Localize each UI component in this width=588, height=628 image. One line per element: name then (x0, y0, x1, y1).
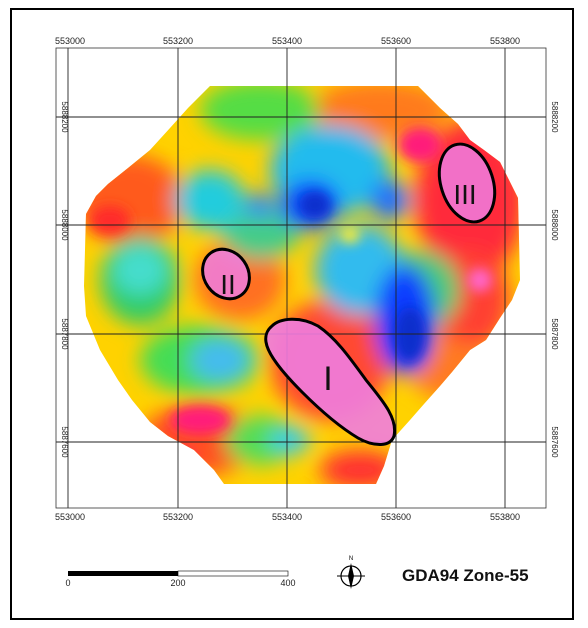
northing-labels-right: 5888200 5888000 5887800 5887600 (550, 101, 559, 458)
north-label: N (349, 556, 353, 562)
northing-label: 5887800 (550, 318, 559, 350)
easting-label: 553400 (272, 36, 302, 46)
northing-label: 5888200 (550, 101, 559, 133)
anomaly-raster (84, 86, 520, 484)
zone-ii-label: II (220, 269, 236, 300)
target-zones: I II III (201, 142, 497, 446)
scale-label: 200 (170, 578, 185, 588)
easting-label: 553000 (55, 512, 85, 522)
easting-label: 553800 (490, 512, 520, 522)
northing-label: 5888000 (550, 209, 559, 241)
easting-label: 553800 (490, 36, 520, 46)
easting-label: 553200 (163, 36, 193, 46)
easting-labels-bottom: 553000 553200 553400 553600 553800 (55, 512, 520, 522)
northing-label: 5887600 (550, 426, 559, 458)
scale-label: 0 (65, 578, 70, 588)
easting-label: 553600 (381, 512, 411, 522)
northing-label: 5887800 (60, 318, 69, 350)
easting-label: 553200 (163, 512, 193, 522)
northing-label: 5887600 (60, 426, 69, 458)
coordinate-grid (55, 47, 547, 509)
zone-iii-outline (437, 142, 497, 224)
zone-i-outline (264, 317, 397, 446)
northing-labels-left: 5888200 5888000 5887800 5887600 (60, 101, 69, 458)
north-arrow-icon: N (337, 556, 365, 589)
easting-label: 553400 (272, 512, 302, 522)
zone-i-label: I (323, 360, 332, 398)
easting-label: 553600 (381, 36, 411, 46)
scale-label: 400 (280, 578, 295, 588)
northing-label: 5888000 (60, 209, 69, 241)
projection-label: GDA94 Zone-55 (402, 566, 529, 585)
zone-iii-label: III (453, 179, 476, 210)
zone-ii-outline (201, 247, 251, 301)
easting-label: 553000 (55, 36, 85, 46)
northing-label: 5888200 (60, 101, 69, 133)
scale-bar: 0 200 400 (65, 570, 296, 588)
easting-labels-top: 553000 553200 553400 553600 553800 (55, 36, 520, 46)
